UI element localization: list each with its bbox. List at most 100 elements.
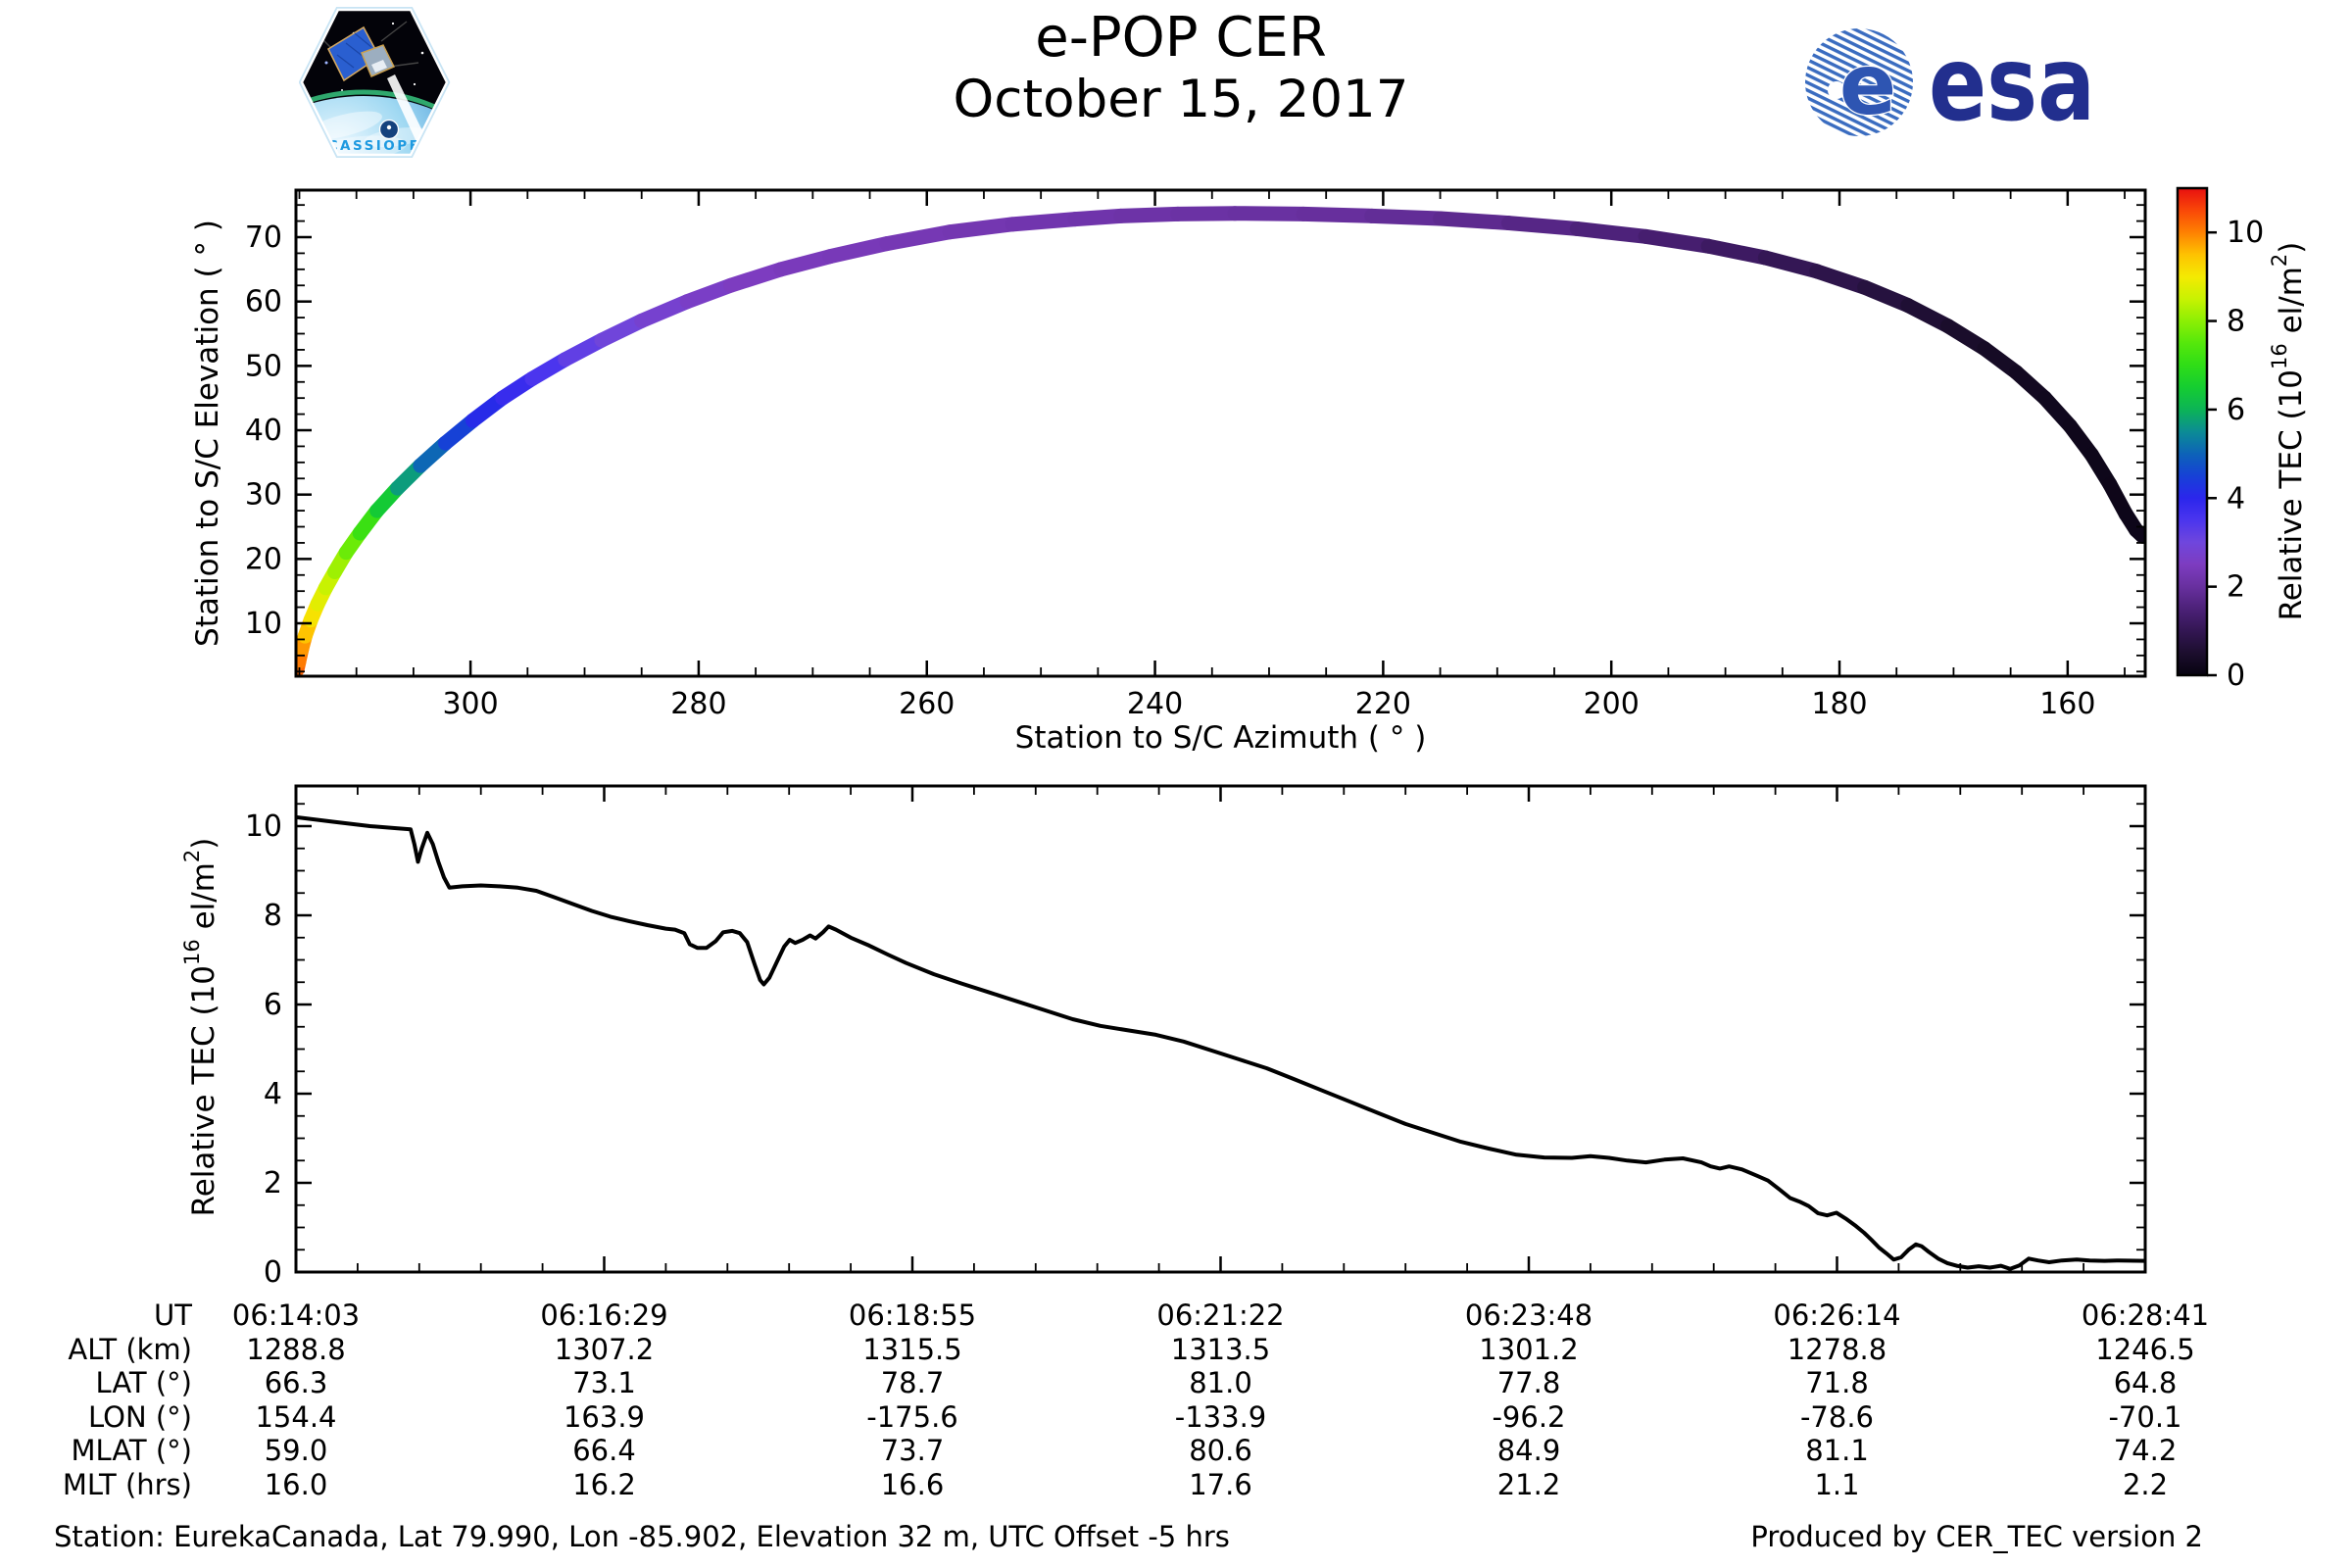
table-cell: 06:28:41 xyxy=(2081,1298,2210,1332)
svg-text:280: 280 xyxy=(670,687,726,721)
patch-aurora-arc xyxy=(302,89,447,155)
table-cell: 1307.2 xyxy=(554,1332,655,1366)
svg-text:60: 60 xyxy=(245,285,282,319)
table-cell: 66.4 xyxy=(572,1434,636,1468)
table-cell: 21.2 xyxy=(1496,1468,1561,1501)
footer-produced: Produced by CER_TEC version 2 xyxy=(1750,1520,2203,1553)
table-cell: 06:14:03 xyxy=(231,1298,361,1332)
table-cell: 06:26:14 xyxy=(1773,1298,1901,1332)
top-chart-xlabel: Station to S/C Azimuth ( ° ) xyxy=(1015,720,1427,756)
svg-text:30: 30 xyxy=(245,478,282,513)
svg-text:220: 220 xyxy=(1355,687,1411,721)
table-cell: 81.0 xyxy=(1189,1366,1252,1400)
top-chart-ylabel: Station to S/C Elevation ( ° ) xyxy=(190,220,225,647)
svg-text:300: 300 xyxy=(442,687,498,721)
table-cell: 16.2 xyxy=(572,1468,636,1501)
patch-emblem-glyph xyxy=(386,124,392,130)
table-cell: 64.8 xyxy=(2113,1366,2178,1400)
colorbar-label: Relative TEC (1016 el/m2) xyxy=(2268,242,2309,621)
table-cell: 73.7 xyxy=(880,1434,945,1468)
table-cell: 71.8 xyxy=(1805,1366,1869,1400)
table-cell: 06:23:48 xyxy=(1464,1298,1593,1332)
svg-text:8: 8 xyxy=(2227,305,2245,339)
esa-logo: e esa xyxy=(1803,24,2095,144)
table-cell: 1301.2 xyxy=(1479,1332,1579,1366)
esa-globe-icon: e xyxy=(1803,26,1915,138)
table-cell: -78.6 xyxy=(1799,1399,1875,1434)
svg-text:0: 0 xyxy=(2227,659,2245,693)
arc-series xyxy=(296,206,2145,676)
page-subtitle-date: October 15, 2017 xyxy=(953,70,1409,129)
table-cell: 77.8 xyxy=(1496,1366,1561,1400)
bottom-chart: 0 2 4 6 8 10 Relative TEC (1016 el/m2) xyxy=(180,784,2147,1290)
table-cell: 06:16:29 xyxy=(540,1298,668,1332)
patch-border xyxy=(300,8,449,157)
cassiope-patch: CASSIOPE xyxy=(299,7,451,158)
table-cell: 1288.8 xyxy=(246,1332,346,1366)
table-cell: 73.1 xyxy=(572,1366,636,1400)
bottom-chart-frame xyxy=(294,784,2147,1274)
table-cell: 06:18:55 xyxy=(848,1298,977,1332)
table-cell: 1315.5 xyxy=(862,1332,962,1366)
svg-text:0: 0 xyxy=(264,1255,282,1290)
table-cell: 17.6 xyxy=(1189,1468,1252,1501)
table-cell: 78.7 xyxy=(880,1366,945,1400)
svg-text:180: 180 xyxy=(1811,687,1867,721)
svg-text:4: 4 xyxy=(2227,481,2245,515)
svg-text:10: 10 xyxy=(2227,216,2264,250)
top-chart: 300 280 260 240 220 200 180 16010203040506070St… xyxy=(190,186,2309,756)
table-row-label: UT xyxy=(154,1298,192,1332)
svg-text:50: 50 xyxy=(245,349,282,383)
tec-line xyxy=(296,814,2145,1271)
svg-text:160: 160 xyxy=(2039,687,2095,721)
svg-text:2: 2 xyxy=(264,1166,282,1200)
svg-text:4: 4 xyxy=(264,1077,282,1111)
table-cell: 81.1 xyxy=(1805,1434,1869,1468)
svg-text:70: 70 xyxy=(245,220,282,255)
top-chart-frame xyxy=(294,188,2147,678)
page-title: e-POP CER xyxy=(1035,6,1327,70)
svg-text:2: 2 xyxy=(2227,570,2245,605)
svg-text:6: 6 xyxy=(264,988,282,1022)
footer-station: Station: EurekaCanada, Lat 79.990, Lon -… xyxy=(54,1520,1230,1553)
table-row-label: LAT (°) xyxy=(95,1366,192,1400)
svg-text:260: 260 xyxy=(899,687,955,721)
svg-text:6: 6 xyxy=(2227,393,2245,427)
table-row-label: LON (°) xyxy=(88,1399,192,1434)
table-cell: -133.9 xyxy=(1174,1399,1267,1434)
header: e-POP CER October 15, 2017 xyxy=(686,6,1676,129)
bottom-chart-ylabel: Relative TEC (1016 el/m2) xyxy=(180,838,221,1217)
table-row-label: ALT (km) xyxy=(68,1332,192,1366)
table-cell: 06:21:22 xyxy=(1156,1298,1285,1332)
table-row-label: MLT (hrs) xyxy=(62,1468,192,1501)
table-cell: 154.4 xyxy=(255,1399,337,1434)
svg-text:240: 240 xyxy=(1127,687,1183,721)
svg-text:200: 200 xyxy=(1584,687,1640,721)
table-cell: 16.0 xyxy=(264,1468,328,1501)
svg-text:8: 8 xyxy=(264,899,282,933)
svg-text:10: 10 xyxy=(245,607,282,641)
table-cell: 163.9 xyxy=(563,1399,646,1434)
table-cell: 2.2 xyxy=(2122,1468,2169,1501)
table-cell: 84.9 xyxy=(1496,1434,1561,1468)
table-cell: 1313.5 xyxy=(1170,1332,1271,1366)
table-cell: 1.1 xyxy=(1814,1468,1860,1501)
patch-title: CASSIOPE xyxy=(328,138,421,154)
table-cell: 16.6 xyxy=(880,1468,945,1501)
table-cell: 1246.5 xyxy=(2095,1332,2195,1366)
svg-text:20: 20 xyxy=(245,542,282,576)
patch-satellite xyxy=(310,21,419,82)
svg-text:40: 40 xyxy=(245,414,282,448)
table-cell: 74.2 xyxy=(2113,1434,2178,1468)
esa-wordmark: esa xyxy=(1929,24,2095,144)
table-cell: -70.1 xyxy=(2108,1399,2182,1434)
table-row-label: MLAT (°) xyxy=(71,1434,193,1468)
svg-text:10: 10 xyxy=(245,809,282,844)
table-cell: 59.0 xyxy=(264,1434,328,1468)
table-cell: 80.6 xyxy=(1189,1434,1252,1468)
table-cell: 1278.8 xyxy=(1787,1332,1887,1366)
table-cell: 66.3 xyxy=(264,1366,328,1400)
